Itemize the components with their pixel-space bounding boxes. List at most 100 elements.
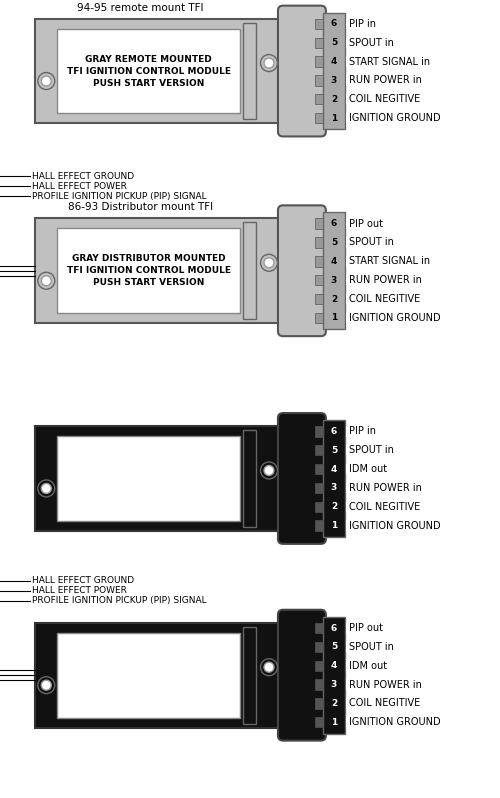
Bar xyxy=(346,75,486,85)
Bar xyxy=(315,75,323,85)
Bar xyxy=(323,617,345,733)
Text: 3: 3 xyxy=(331,680,337,689)
Text: RUN POWER in: RUN POWER in xyxy=(349,275,422,285)
Bar xyxy=(346,520,486,531)
Bar xyxy=(346,275,486,286)
Bar xyxy=(315,679,323,689)
Bar xyxy=(346,679,486,689)
Circle shape xyxy=(260,658,278,676)
Text: 2: 2 xyxy=(331,502,337,512)
Bar xyxy=(346,483,486,493)
Circle shape xyxy=(264,58,274,68)
Text: IGNITION GROUND: IGNITION GROUND xyxy=(349,313,440,323)
Text: PIP out: PIP out xyxy=(349,623,383,633)
Bar xyxy=(315,642,323,652)
Bar xyxy=(346,642,486,652)
Bar xyxy=(346,661,486,671)
Text: PIP out: PIP out xyxy=(349,219,383,229)
Text: TFI IGNITION CONTROL MODULE: TFI IGNITION CONTROL MODULE xyxy=(66,474,230,483)
Text: IDM out: IDM out xyxy=(349,464,387,474)
Text: RUN POWER in: RUN POWER in xyxy=(349,483,422,493)
Text: TFI IGNITION CONTROL MODULE: TFI IGNITION CONTROL MODULE xyxy=(66,66,230,76)
Text: COMPUTER CONTROLLED DWELL: COMPUTER CONTROLLED DWELL xyxy=(66,486,232,495)
Circle shape xyxy=(260,54,278,72)
Bar xyxy=(346,698,486,709)
Bar xyxy=(346,237,486,247)
Text: BLACK REMOTE MOUNTED: BLACK REMOTE MOUNTED xyxy=(82,462,216,471)
Text: 3: 3 xyxy=(331,484,337,492)
Bar xyxy=(346,445,486,456)
Bar xyxy=(315,94,323,105)
Bar xyxy=(315,275,323,286)
Text: SPOUT in: SPOUT in xyxy=(349,445,394,455)
Text: 2: 2 xyxy=(331,95,337,104)
Circle shape xyxy=(42,276,51,286)
FancyBboxPatch shape xyxy=(278,610,326,741)
Circle shape xyxy=(264,662,274,672)
Bar xyxy=(323,212,345,329)
Text: START SIGNAL in: START SIGNAL in xyxy=(349,256,430,267)
Text: PROFILE IGNITION PICKUP (PIP) SIGNAL: PROFILE IGNITION PICKUP (PIP) SIGNAL xyxy=(32,192,207,201)
Text: PUSH START VERSION: PUSH START VERSION xyxy=(93,78,204,88)
Bar xyxy=(315,661,323,671)
Text: PROFILE IGNITION PICKUP (PIP) SIGNAL: PROFILE IGNITION PICKUP (PIP) SIGNAL xyxy=(32,596,207,606)
Bar xyxy=(315,520,323,531)
Text: HALL EFFECT GROUND: HALL EFFECT GROUND xyxy=(32,172,134,181)
Bar xyxy=(346,623,486,634)
Text: RUN POWER in: RUN POWER in xyxy=(349,76,422,85)
Text: HALL EFFECT GROUND: HALL EFFECT GROUND xyxy=(32,576,134,585)
Circle shape xyxy=(42,484,51,493)
Bar xyxy=(315,313,323,323)
Circle shape xyxy=(264,465,274,476)
Bar xyxy=(346,717,486,728)
Bar xyxy=(346,219,486,229)
Text: COIL NEGITIVE: COIL NEGITIVE xyxy=(349,698,420,709)
Bar xyxy=(315,113,323,124)
Text: 5: 5 xyxy=(331,446,337,455)
Circle shape xyxy=(42,680,51,690)
Text: SPOUT in: SPOUT in xyxy=(349,238,394,247)
Text: COIL NEGITIVE: COIL NEGITIVE xyxy=(349,294,420,304)
Bar xyxy=(315,256,323,267)
Bar xyxy=(315,426,323,437)
Bar xyxy=(346,313,486,323)
Bar xyxy=(315,219,323,229)
Text: IGNITION GROUND: IGNITION GROUND xyxy=(349,717,440,727)
Text: HALL EFFECT POWER: HALL EFFECT POWER xyxy=(32,182,127,191)
Bar xyxy=(315,38,323,48)
Bar xyxy=(346,464,486,474)
Text: 1: 1 xyxy=(331,113,337,123)
Text: TFI IGNITION CONTROL MODULE: TFI IGNITION CONTROL MODULE xyxy=(66,267,230,275)
Bar xyxy=(346,256,486,267)
Text: BLACK DISTRIBUTOR MOUNTED: BLACK DISTRIBUTOR MOUNTED xyxy=(68,658,228,668)
Bar xyxy=(346,113,486,124)
Text: 5: 5 xyxy=(331,238,337,247)
Bar xyxy=(36,426,285,531)
Text: GRAY REMOTE MOUNTED: GRAY REMOTE MOUNTED xyxy=(86,54,212,64)
Bar xyxy=(323,13,345,129)
Bar xyxy=(346,501,486,512)
Circle shape xyxy=(260,462,278,479)
Bar xyxy=(315,18,323,29)
Bar xyxy=(315,294,323,304)
Bar xyxy=(323,420,345,537)
Circle shape xyxy=(38,677,55,693)
Bar xyxy=(315,717,323,728)
Text: IDM out: IDM out xyxy=(349,661,387,671)
Bar xyxy=(36,622,285,728)
Text: 4: 4 xyxy=(330,57,337,66)
Text: 2: 2 xyxy=(331,294,337,303)
Bar xyxy=(243,430,256,527)
Text: 1: 1 xyxy=(331,717,337,727)
FancyBboxPatch shape xyxy=(278,413,326,544)
Text: SPOUT in: SPOUT in xyxy=(349,642,394,652)
Bar xyxy=(315,464,323,474)
Text: 6: 6 xyxy=(331,623,337,633)
Bar xyxy=(315,623,323,634)
Text: PIP in: PIP in xyxy=(349,426,376,437)
Bar xyxy=(346,426,486,437)
Bar xyxy=(58,436,240,521)
Bar xyxy=(315,237,323,247)
Circle shape xyxy=(38,272,55,289)
Text: 2: 2 xyxy=(331,699,337,708)
